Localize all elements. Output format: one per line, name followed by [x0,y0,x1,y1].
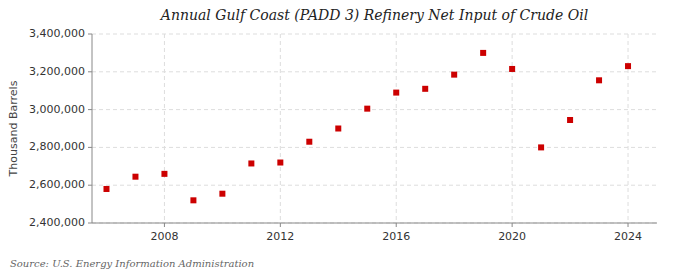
chart-svg: 200820122016202020242,400,0002,600,0002,… [0,0,675,275]
x-tick [396,223,397,227]
x-axis: 2008 2012 2016 2020 2024 [92,223,657,243]
source-note: Source: U.S. Energy Information Administ… [10,258,254,269]
point [596,77,602,83]
y-tick [88,147,92,148]
point [625,63,631,69]
y-tick [88,34,92,35]
x-tick-label: 2008 [150,230,178,243]
point [509,66,515,72]
point [451,72,457,78]
x-tick-label: 2020 [498,230,526,243]
y-grid-line [92,71,657,72]
y-axis-label: Thousand Barrels [7,80,20,177]
point [132,174,138,180]
y-grid-line [92,185,657,186]
points [103,50,631,203]
x-grid-line [396,34,397,223]
y-tick [88,109,92,110]
y-grid-line [92,109,657,110]
y-tick-label: 3,000,000 [29,103,85,116]
y-tick-label: 2,800,000 [29,140,85,153]
x-tick [164,223,165,227]
point [335,126,341,132]
y-grid-line [92,223,657,224]
point [190,197,196,203]
x-tick [512,223,513,227]
y-grid-line [92,34,657,35]
point [422,86,428,92]
point [393,90,399,96]
x-grid-line [280,34,281,223]
y-tick-label: 2,400,000 [29,216,85,229]
y-tick-label: 3,200,000 [29,65,85,78]
point [567,117,573,123]
point [161,171,167,177]
point [103,186,109,192]
x-grid-line [628,34,629,223]
x-tick [280,223,281,227]
chart-container: 200820122016202020242,400,0002,600,0002,… [0,0,675,275]
y-axis: 2,400,000 2,600,000 2,800,000 3,000,000 3,20… [29,27,92,229]
y-tick [88,223,92,224]
y-grid-line [92,147,657,148]
x-grid-line [164,34,165,223]
y-tick-label: 3,400,000 [29,27,85,40]
point [277,160,283,166]
y-tick-label: 2,600,000 [29,178,85,191]
x-tick-label: 2012 [266,230,294,243]
x-axis-line [92,223,657,224]
y-axis-line [92,34,93,223]
x-tick-label: 2016 [382,230,410,243]
grid [92,34,657,223]
point [306,139,312,145]
point [248,160,254,166]
y-tick [88,185,92,186]
point [364,106,370,112]
chart-title: Annual Gulf Coast (PADD 3) Refinery Net … [159,7,588,23]
y-tick [88,71,92,72]
x-tick-label: 2024 [614,230,642,243]
point [219,191,225,197]
x-tick [628,223,629,227]
x-grid-line [512,34,513,223]
point [480,50,486,56]
point [538,144,544,150]
